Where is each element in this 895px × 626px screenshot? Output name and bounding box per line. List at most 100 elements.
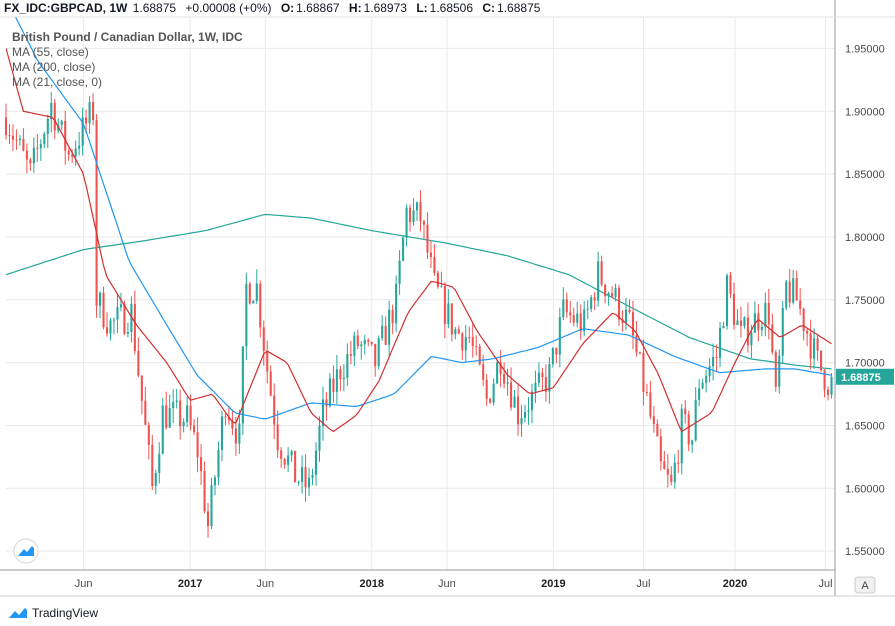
candle-down — [374, 344, 377, 367]
high-value: 1.68973 — [363, 1, 407, 15]
y-tick-label: 1.85000 — [845, 169, 885, 181]
candle-down — [294, 450, 297, 483]
candle-up — [402, 237, 405, 261]
candle-up — [175, 400, 178, 403]
candle-up — [238, 423, 241, 444]
candle-down — [429, 252, 432, 258]
candle-up — [252, 301, 255, 304]
legend-title[interactable]: British Pound / Canadian Dollar, 1W, IDC — [12, 30, 243, 44]
candle-up — [255, 283, 258, 302]
candle-down — [569, 312, 572, 316]
candle-up — [586, 308, 589, 310]
candle-up — [328, 378, 331, 407]
candle-down — [485, 379, 488, 399]
candle-up — [513, 396, 516, 408]
candle-down — [645, 392, 648, 394]
legend-ma21[interactable]: MA (21, close, 0) — [12, 75, 103, 89]
candle-down — [144, 400, 147, 425]
candle-down — [715, 357, 718, 359]
candle-down — [133, 303, 136, 351]
ma-21-line — [6, 48, 832, 433]
candle-up — [290, 450, 293, 456]
candle-up — [342, 377, 345, 380]
candle-down — [25, 150, 28, 160]
candle-down — [193, 425, 196, 433]
candle-down — [436, 272, 439, 287]
candle-down — [489, 398, 492, 403]
ma-200-line — [6, 213, 832, 370]
candle-down — [677, 462, 680, 464]
y-tick-label: 1.55000 — [845, 546, 885, 558]
candle-down — [663, 461, 666, 469]
x-tick-label: Jun — [256, 578, 274, 590]
candle-down — [482, 364, 485, 380]
grid-lines — [6, 17, 835, 570]
symbol-label[interactable]: FX_IDC:GBPCAD, 1W — [4, 1, 128, 15]
candle-up — [750, 332, 753, 346]
candle-up — [363, 339, 366, 345]
auto-scale-button[interactable]: A — [854, 576, 876, 594]
footer-brand[interactable]: TradingView — [8, 606, 98, 620]
candle-up — [161, 405, 164, 454]
tradingview-logo-icon — [9, 608, 27, 618]
candle-down — [234, 428, 237, 444]
candle-down — [478, 346, 481, 365]
legend-ma200[interactable]: MA (200, close) — [12, 60, 96, 74]
candle-up — [360, 344, 363, 347]
candle-down — [273, 395, 276, 425]
candle-down — [262, 327, 265, 351]
legend-ma55[interactable]: MA (55, close) — [12, 45, 89, 59]
candle-down — [419, 202, 422, 222]
candle-up — [701, 382, 704, 389]
candle-up — [353, 335, 356, 356]
candle-down — [746, 317, 749, 346]
candle-up — [395, 283, 398, 324]
candle-down — [29, 159, 32, 164]
candle-up — [708, 366, 711, 377]
candle-up — [168, 408, 171, 428]
candle-down — [809, 333, 812, 359]
candle-up — [18, 138, 21, 141]
close-value: 1.68875 — [497, 1, 541, 15]
candle-down — [276, 424, 279, 451]
candle-down — [767, 302, 770, 325]
low-value: 1.68506 — [429, 1, 474, 15]
candle-down — [283, 458, 286, 465]
axes: 1.95000 1.90000 1.85000 1.80000 1.75000 1.700… — [0, 0, 895, 597]
brand-label: TradingView — [32, 606, 99, 620]
candle-up — [186, 405, 189, 422]
candle-up — [74, 148, 77, 157]
candle-down — [771, 324, 774, 353]
candle-up — [217, 449, 220, 478]
candle-down — [151, 444, 154, 487]
candle-down — [617, 287, 621, 320]
candle-up — [172, 402, 175, 409]
last-price-bg — [836, 368, 894, 385]
candle-up — [785, 281, 788, 308]
candle-up — [719, 328, 722, 358]
candle-down — [739, 320, 742, 327]
candle-up — [680, 408, 683, 464]
candle-up — [245, 283, 248, 347]
candle-up — [562, 299, 565, 318]
y-tick-label: 1.90000 — [845, 106, 885, 118]
symbol-header: FX_IDC:GBPCAD, 1W 1.68875 +0.00008 (+0%)… — [4, 0, 546, 17]
candle-up — [398, 260, 401, 284]
candle-up — [698, 388, 701, 400]
tradingview-mini-logo-icon[interactable] — [13, 538, 39, 564]
candle-down — [565, 299, 568, 313]
candle-up — [764, 302, 767, 327]
candle-up — [81, 117, 84, 146]
candle-up — [583, 309, 586, 332]
candle-down — [269, 371, 272, 396]
candle-down — [22, 138, 25, 151]
candle-down — [179, 400, 182, 427]
close-label: C: — [482, 1, 496, 15]
candle-up — [576, 313, 579, 323]
candle-up — [506, 382, 509, 384]
candle-down — [638, 352, 641, 354]
candle-up — [99, 292, 102, 306]
candle-up — [88, 102, 91, 124]
candle-up — [405, 207, 408, 238]
